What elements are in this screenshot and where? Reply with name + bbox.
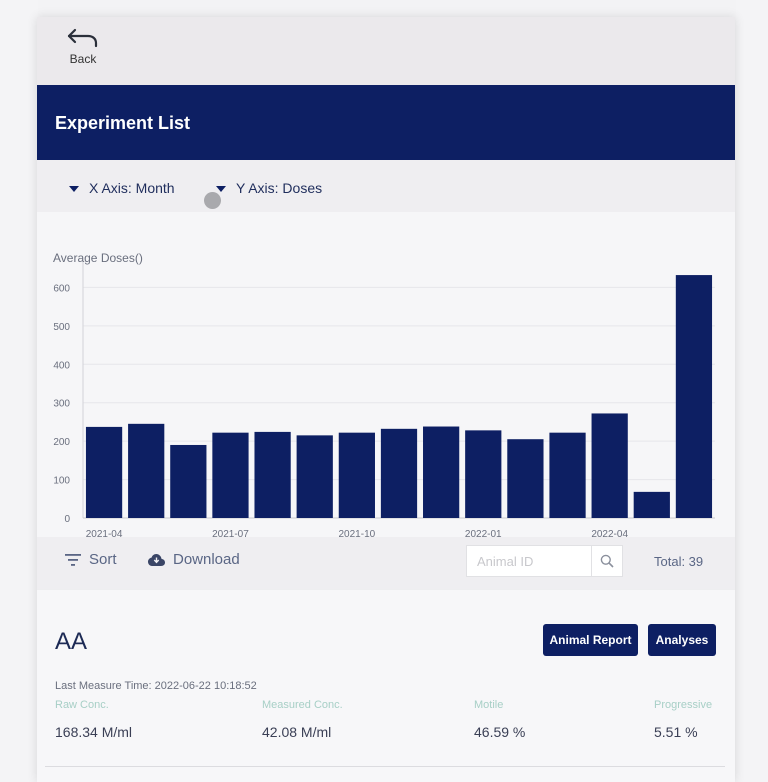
last-measure-time: Last Measure Time: 2022-06-22 10:18:52 bbox=[55, 680, 257, 692]
x-tick-label: 2021-10 bbox=[339, 529, 376, 537]
bar-2021-11 bbox=[380, 428, 418, 518]
y-axis-dropdown[interactable]: Y Axis: Doses bbox=[216, 180, 322, 196]
sort-label: Sort bbox=[89, 551, 117, 568]
x-axis-dropdown[interactable]: X Axis: Month bbox=[69, 180, 175, 196]
bar-2021-12 bbox=[423, 426, 460, 518]
cloud-download-icon bbox=[148, 553, 165, 566]
back-button[interactable]: Back bbox=[61, 27, 105, 75]
search-icon bbox=[600, 554, 614, 568]
measured-conc-value: 42.08 M/ml bbox=[262, 724, 332, 740]
sort-button[interactable]: Sort bbox=[65, 551, 117, 568]
bar-2022-03 bbox=[549, 432, 586, 518]
top-nav-bar: Back bbox=[37, 17, 735, 85]
app-window: Back Experiment List X Axis: Month Y Axi… bbox=[37, 17, 735, 782]
bar-2021-09 bbox=[296, 435, 333, 518]
y-tick-label: 0 bbox=[64, 514, 70, 525]
animal-id-search bbox=[466, 545, 623, 577]
dropdown-triangle-icon bbox=[69, 186, 79, 193]
bar-2022-05 bbox=[633, 491, 670, 518]
measured-conc-label: Measured Conc. bbox=[262, 699, 343, 711]
search-button[interactable] bbox=[591, 546, 622, 576]
animal-id-input[interactable] bbox=[467, 546, 593, 576]
motile-value: 46.59 % bbox=[474, 724, 526, 740]
x-tick-label: 2022-01 bbox=[465, 529, 502, 537]
chart-container: Average Doses() 0 100 200 300 400 500 600 2021-0… bbox=[37, 212, 735, 537]
bar-2022-04 bbox=[591, 413, 628, 518]
y-tick-label: 600 bbox=[53, 283, 70, 294]
y-tick-label: 300 bbox=[53, 399, 70, 410]
list-toolbar: Sort Download Total: 39 bbox=[37, 537, 735, 589]
back-label: Back bbox=[69, 52, 97, 66]
y-axis-label: Y Axis: Doses bbox=[236, 180, 323, 196]
card-divider bbox=[45, 766, 725, 767]
bar-2021-08 bbox=[254, 431, 291, 518]
bar-2021-10 bbox=[338, 432, 375, 518]
animal-id-title: AA bbox=[55, 628, 88, 655]
analyses-button[interactable]: Analyses bbox=[648, 624, 716, 656]
animal-report-button[interactable]: Animal Report bbox=[543, 624, 638, 656]
background-left bbox=[0, 0, 38, 782]
dropdown-triangle-icon bbox=[216, 186, 226, 193]
progressive-value: 5.51 % bbox=[654, 724, 698, 740]
bar-2021-05 bbox=[128, 423, 165, 518]
x-tick-label: 2021-07 bbox=[212, 529, 249, 537]
bar-chart: Average Doses() 0 100 200 300 400 500 600 2021-0… bbox=[53, 251, 715, 537]
bar-2022-02 bbox=[507, 439, 544, 518]
total-count: Total: 39 bbox=[654, 554, 704, 569]
raw-conc-label: Raw Conc. bbox=[55, 699, 109, 711]
bar-2021-04 bbox=[85, 426, 123, 518]
background-right bbox=[736, 0, 768, 782]
motile-label: Motile bbox=[474, 699, 504, 711]
chart-title: Average Doses() bbox=[53, 251, 143, 265]
x-axis-label: X Axis: Month bbox=[89, 180, 175, 196]
y-tick-label: 400 bbox=[53, 360, 70, 371]
bar-2022-01 bbox=[465, 430, 502, 518]
y-tick-label: 100 bbox=[53, 476, 70, 487]
bar-2021-06 bbox=[170, 444, 207, 518]
y-tick-label: 500 bbox=[53, 322, 70, 333]
bar-2022-06 bbox=[675, 275, 713, 518]
sort-icon bbox=[65, 553, 81, 566]
touch-indicator bbox=[204, 192, 221, 209]
axis-selector-row: X Axis: Month Y Axis: Doses bbox=[37, 160, 735, 212]
raw-conc-value: 168.34 M/ml bbox=[55, 724, 133, 740]
page-title: Experiment List bbox=[55, 113, 191, 133]
bar-2021-07 bbox=[212, 432, 249, 518]
progressive-label: Progressive bbox=[654, 699, 713, 711]
animal-card: AA Animal Report Analyses Last Measure T… bbox=[37, 589, 735, 782]
page-header: Experiment List bbox=[37, 85, 735, 160]
back-arrow-icon bbox=[67, 28, 98, 48]
download-button[interactable]: Download bbox=[148, 551, 240, 568]
x-tick-label: 2021-04 bbox=[86, 529, 123, 537]
download-label: Download bbox=[173, 551, 240, 568]
x-tick-label: 2022-04 bbox=[591, 529, 628, 537]
y-tick-label: 200 bbox=[53, 437, 70, 448]
